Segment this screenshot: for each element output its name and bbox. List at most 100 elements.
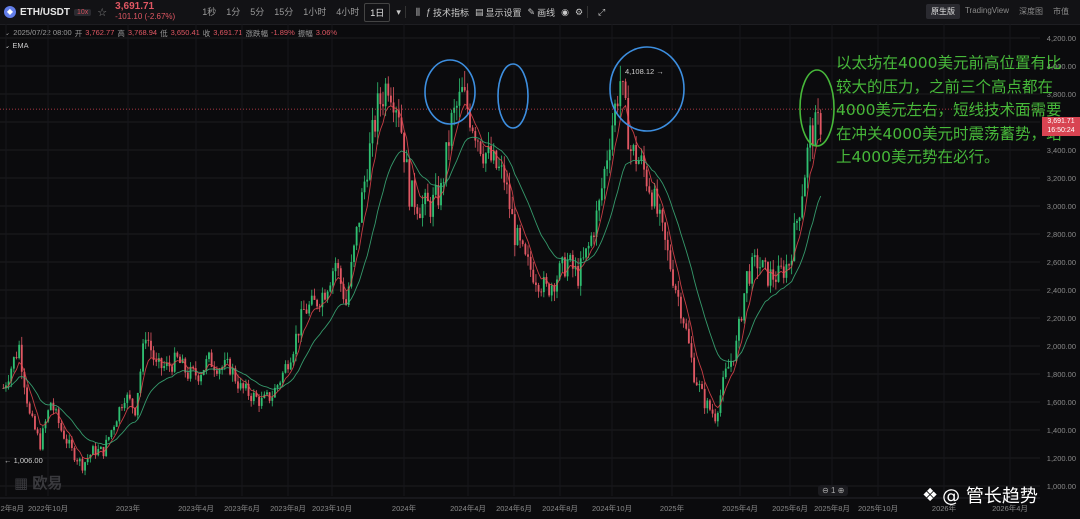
chevron-down-icon[interactable]: ⌄ [4, 28, 11, 37]
candle-body [487, 145, 490, 154]
candle-body [474, 131, 477, 141]
camera-icon[interactable]: ◉ [561, 6, 569, 17]
fullscreen-icon[interactable]: ⤢ [598, 6, 606, 17]
candle-body [759, 267, 761, 269]
candle-body [12, 357, 15, 369]
candle-body [611, 125, 614, 150]
candle-type-icon[interactable]: ⫼ [415, 6, 420, 17]
favorite-star-icon[interactable]: ☆ [97, 6, 108, 19]
candle-body [121, 407, 123, 409]
candle-body [300, 309, 303, 336]
y-tick-label: 2,600.00 [1047, 258, 1076, 267]
candle-body [756, 255, 759, 269]
candle-body [798, 217, 801, 221]
candle-body [455, 105, 458, 108]
candle-body [353, 245, 355, 263]
display-settings-label: 显示设置 [485, 7, 522, 18]
candle-body [155, 359, 158, 362]
interval-6[interactable]: 1日 [364, 2, 391, 22]
x-tick-label: 2023年4月 [178, 503, 214, 513]
x-tick-label: 2022年10月 [28, 503, 68, 513]
view-tab-0[interactable]: 原生版 [925, 4, 960, 19]
candle-body [590, 235, 593, 246]
x-tick-label: 2025年 [660, 503, 685, 513]
y-tick-label: 3,400.00 [1047, 146, 1076, 155]
candle-body [118, 407, 121, 422]
symbol-label[interactable]: ETH/USDT [20, 6, 70, 18]
interval-dropdown-icon[interactable]: ▾ [396, 6, 401, 17]
draw-button[interactable]: ✎ 画线 [528, 6, 556, 19]
candle-body [674, 285, 677, 291]
candle-body [403, 132, 406, 163]
view-tab-3[interactable]: 市值 [1053, 7, 1069, 16]
candle-body [698, 384, 701, 386]
indicators-label: 技术指标 [433, 7, 470, 18]
candle-body [165, 362, 168, 367]
last-price-tag: 3,691.71 16:50:24 [1042, 117, 1080, 136]
candlestick-chart[interactable]: 1,000.00 1,200.00 1,400.00 1,600.00 1,800.00… [0, 24, 1080, 519]
candle-body [814, 112, 817, 147]
candle-body [764, 260, 767, 262]
x-tick-label: 2023年 [116, 503, 141, 513]
candle-body [445, 142, 448, 183]
candle-body [213, 366, 216, 371]
x-tick-label: 2023年8月 [270, 503, 306, 513]
candle-body [260, 398, 263, 406]
price-tag-value: 3,691.71 [1047, 118, 1075, 125]
last-price: 3,691.71 [115, 1, 155, 12]
y-tick-label: 1,600.00 [1047, 398, 1076, 407]
view-tab-2[interactable]: 深度图 [1019, 7, 1043, 16]
highlight-circle [609, 46, 685, 132]
gear-icon[interactable]: ⚙ [574, 6, 584, 17]
candle-body [376, 93, 379, 132]
candle-body [600, 188, 603, 201]
display-settings-button[interactable]: ▤ 显示设置 [475, 6, 522, 19]
candle-body [629, 149, 632, 151]
interval-0[interactable]: 1秒 [202, 6, 217, 17]
candle-body [110, 430, 113, 438]
candle-body [751, 257, 754, 284]
candle-body [313, 295, 316, 300]
ema-label-text: EMA [12, 41, 29, 50]
candle-body [806, 147, 809, 178]
interval-5[interactable]: 4小时 [336, 6, 360, 17]
view-tab-1[interactable]: TradingView [964, 6, 1009, 15]
interval-3[interactable]: 15分 [274, 6, 294, 17]
candle-body [819, 113, 822, 135]
x-tick-label: 2024年10月 [592, 503, 632, 513]
candle-body [281, 372, 284, 383]
candle-body [371, 120, 374, 144]
candle-body [461, 87, 464, 92]
candle-body [55, 409, 57, 411]
interval-4[interactable]: 1小时 [303, 6, 327, 17]
candle-body [424, 192, 427, 205]
candle-body [645, 169, 648, 187]
candle-body [147, 339, 150, 341]
candle-body [115, 421, 118, 427]
zoom-control[interactable]: ⊖ 1 ⊕ [818, 485, 849, 496]
candle-body [508, 184, 511, 210]
chevron-down-icon: ⌄ [4, 41, 13, 50]
indicators-button[interactable]: ƒ 技术指标 [426, 6, 469, 19]
open-value: 3,762.77 [85, 28, 115, 37]
candle-body [442, 182, 445, 184]
candle-body [273, 387, 276, 398]
display-settings-icon: ▤ [475, 6, 484, 17]
candle-body [426, 192, 429, 202]
ohlc-legend: ⌄ 2025/07/22 08:00 开 3,762.77 高 3,768.94 低… [4, 28, 337, 39]
candle-body [548, 283, 551, 296]
candle-body [287, 364, 289, 370]
candle-body [258, 396, 260, 406]
candle-body [722, 377, 725, 396]
candle-body [60, 423, 63, 431]
interval-2[interactable]: 5分 [250, 6, 265, 17]
interval-1[interactable]: 1分 [226, 6, 241, 17]
candle-body [598, 200, 601, 211]
candle-body [711, 409, 714, 414]
amplitude-value: 3.06% [315, 28, 338, 37]
y-tick-label: 1,800.00 [1047, 370, 1076, 379]
change-value: -1.89% [271, 28, 295, 37]
candle-body [564, 257, 566, 277]
ema-indicator-label[interactable]: ⌄ EMA [4, 41, 29, 50]
candle-body [579, 258, 582, 286]
